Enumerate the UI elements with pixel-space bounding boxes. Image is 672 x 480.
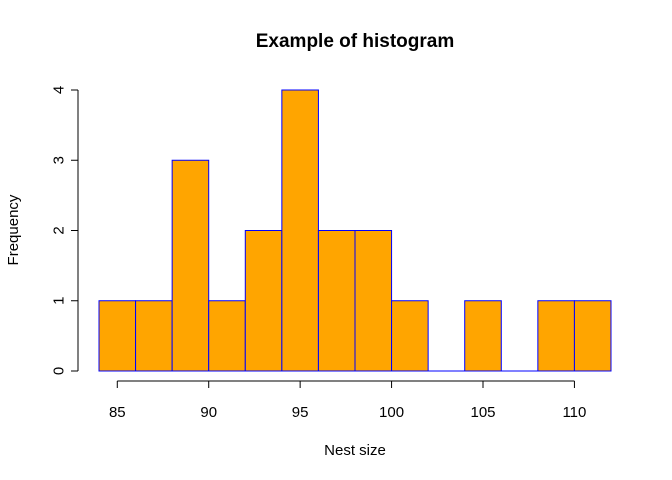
y-tick-label: 1 (50, 297, 67, 305)
histogram-bar (391, 300, 429, 372)
y-tick-label: 4 (50, 86, 67, 94)
histogram-bar (464, 300, 502, 372)
histogram-bar (317, 230, 356, 372)
x-tick-label: 90 (200, 404, 217, 421)
histogram-bar (244, 230, 283, 372)
y-axis: 0 1 2 3 4 (50, 86, 79, 375)
x-axis-label: Nest size (324, 442, 386, 459)
chart-title: Example of histogram (256, 31, 455, 52)
x-tick-label: 95 (292, 404, 309, 421)
x-tick-label: 105 (470, 404, 495, 421)
y-tick-label: 0 (50, 367, 67, 375)
x-tick-label: 85 (109, 404, 126, 421)
histogram-bar (98, 300, 137, 372)
histogram-bar (537, 300, 575, 372)
histogram-bar (135, 300, 173, 372)
x-axis: 85 90 95 100 105 110 (109, 380, 586, 421)
x-tick-label: 110 (562, 404, 586, 421)
histogram-bar (281, 89, 319, 372)
x-tick-label: 100 (379, 404, 404, 421)
bars-group (98, 89, 612, 372)
y-axis-label: Frequency (5, 194, 22, 265)
histogram-bar (573, 300, 612, 372)
histogram-bar (208, 300, 246, 372)
y-tick-label: 3 (50, 156, 67, 164)
histogram-bar (354, 230, 393, 372)
histogram-bar (171, 159, 210, 372)
y-tick-label: 2 (50, 226, 67, 234)
